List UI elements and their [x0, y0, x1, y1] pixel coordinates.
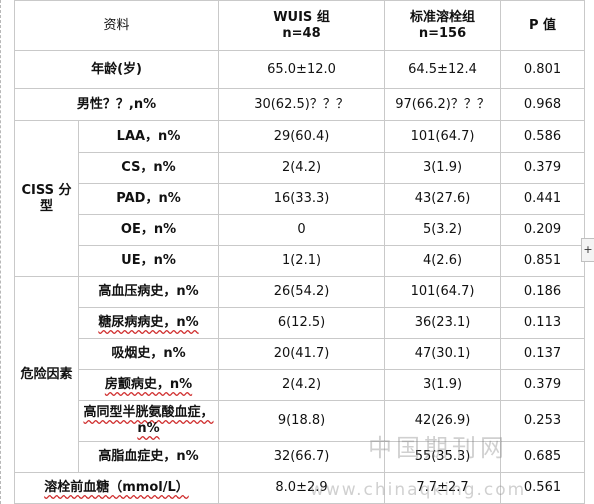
row-label: 高脂血症史，n% — [77, 441, 220, 473]
cell-wuis: 26(54.2) — [218, 276, 386, 308]
cell-p: 0.253 — [500, 400, 586, 442]
row-label-text: 高同型半胱氨酸血症，n% — [83, 405, 214, 436]
cell-p: 0.801 — [500, 50, 586, 89]
header-wuis-n: n=48 — [282, 25, 321, 41]
row-label-text: 溶栓前血糖（mmol/L） — [44, 480, 189, 495]
table-row: OE，n% 0 5(3.2) 0.209 — [15, 214, 586, 246]
cell-std: 3(1.9) — [384, 369, 502, 401]
row-label: OE，n% — [77, 214, 220, 246]
cell-wuis: 2(4.2) — [218, 369, 386, 401]
cell-wuis: 30(62.5)？？？ — [218, 88, 386, 121]
row-label: LAA，n% — [77, 120, 220, 153]
cell-std: 7.7±2.7 — [384, 472, 502, 504]
cell-wuis: 1(2.1) — [218, 245, 386, 277]
cell-p: 0.379 — [500, 152, 586, 184]
baseline-comparison-table: 资料 WUIS 组 n=48 标准溶栓组 n=156 P 值 年龄(岁) 65.… — [13, 0, 586, 504]
table-row: 溶栓前血糖（mmol/L） 8.0±2.9 7.7±2.7 0.561 — [13, 472, 586, 504]
cell-wuis: 8.0±2.9 — [218, 472, 386, 504]
cell-wuis: 29(60.4) — [218, 120, 386, 153]
table-row: UE，n% 1(2.1) 4(2.6) 0.851 — [15, 245, 586, 277]
row-label: PAD，n% — [77, 183, 220, 215]
table-row: 危险因素 高血压病史，n% 26(54.2) 101(64.7) 0.186 — [14, 276, 586, 473]
row-label-glucose: 溶栓前血糖（mmol/L） — [13, 472, 220, 504]
cell-p: 0.113 — [500, 307, 586, 339]
table-row: 房颤病史，n% 2(4.2) 3(1.9) 0.379 — [15, 369, 586, 401]
page-margin-line — [0, 0, 1, 504]
row-label: UE，n% — [77, 245, 220, 277]
cell-std: 55(35.3) — [384, 441, 502, 473]
table-row: 高脂血症史，n% 32(66.7) 55(35.3) 0.685 — [15, 441, 586, 473]
cell-p: 0.379 — [500, 369, 586, 401]
cell-p: 0.968 — [500, 88, 586, 121]
cell-std: 101(64.7) — [384, 120, 502, 153]
row-label: 吸烟史，n% — [77, 338, 220, 370]
cell-wuis: 32(66.7) — [218, 441, 386, 473]
category-ciss: CISS 分型 — [14, 120, 79, 277]
expand-button[interactable]: + — [581, 238, 594, 262]
watermark-site-name: 中国期刊网 — [368, 434, 508, 462]
header-std: 标准溶栓组 n=156 — [384, 0, 502, 51]
cell-std: 36(23.1) — [384, 307, 502, 339]
cell-wuis: 16(33.3) — [218, 183, 386, 215]
cell-wuis: 6(12.5) — [218, 307, 386, 339]
cell-wuis: 65.0±12.0 — [218, 50, 386, 89]
table-row: 男性？？,n% 30(62.5)？？？ 97(66.2)？？？ 0.968 — [13, 88, 586, 121]
cell-p: 0.561 — [500, 472, 586, 504]
cell-p: 0.441 — [500, 183, 586, 215]
cell-p: 0.586 — [500, 120, 586, 153]
header-p: P 值 — [500, 0, 586, 51]
category-risk: 危险因素 — [14, 276, 79, 473]
row-label-male: 男性？？,n% — [13, 88, 220, 121]
table-row: 糖尿病病史，n% 6(12.5) 36(23.1) 0.113 — [15, 307, 586, 339]
cell-wuis: 0 — [218, 214, 386, 246]
table-row: PAD，n% 16(33.3) 43(27.6) 0.441 — [15, 183, 586, 215]
row-label: 房颤病史，n% — [77, 369, 220, 401]
row-label: 高同型半胱氨酸血症，n% — [77, 400, 220, 442]
table-row: 年龄(岁) 65.0±12.0 64.5±12.4 0.801 — [13, 50, 586, 89]
header-std-title: 标准溶栓组 — [410, 9, 476, 25]
table-row: 吸烟史，n% 20(41.7) 47(30.1) 0.137 — [15, 338, 586, 370]
row-label-text: 房颤病史，n% — [104, 377, 193, 392]
row-label: CS，n% — [77, 152, 220, 184]
cell-p: 0.137 — [500, 338, 586, 370]
row-label: 糖尿病病史，n% — [77, 307, 220, 339]
cell-std: 64.5±12.4 — [384, 50, 502, 89]
header-wuis: WUIS 组 n=48 — [218, 0, 386, 51]
row-label: 高血压病史，n% — [77, 276, 220, 308]
cell-p: 0.209 — [500, 214, 586, 246]
cell-std: 101(64.7) — [384, 276, 502, 308]
cell-wuis: 20(41.7) — [218, 338, 386, 370]
cell-p: 0.685 — [500, 441, 586, 473]
cell-std: 3(1.9) — [384, 152, 502, 184]
header-std-n: n=156 — [418, 25, 467, 41]
row-label-age: 年龄(岁) — [13, 50, 220, 89]
cell-std: 5(3.2) — [384, 214, 502, 246]
row-label-text: 糖尿病病史，n% — [98, 315, 199, 330]
cell-std: 4(2.6) — [384, 245, 502, 277]
header-wuis-title: WUIS 组 — [273, 9, 330, 25]
cell-std: 47(30.1) — [384, 338, 502, 370]
cell-std: 97(66.2)？？？ — [384, 88, 502, 121]
cell-std: 43(27.6) — [384, 183, 502, 215]
cell-wuis: 2(4.2) — [218, 152, 386, 184]
table-row: CS，n% 2(4.2) 3(1.9) 0.379 — [15, 152, 586, 184]
table-row: CISS 分型 LAA，n% 29(60.4) 101(64.7) 0.586 — [14, 120, 586, 277]
header-data: 资料 — [13, 0, 220, 51]
cell-p: 0.851 — [500, 245, 586, 277]
cell-wuis: 9(18.8) — [218, 400, 386, 442]
watermark-url: www.chinaqking.com — [310, 480, 527, 500]
table-header-row: 资料 WUIS 组 n=48 标准溶栓组 n=156 P 值 — [13, 0, 586, 51]
cell-p: 0.186 — [500, 276, 586, 308]
